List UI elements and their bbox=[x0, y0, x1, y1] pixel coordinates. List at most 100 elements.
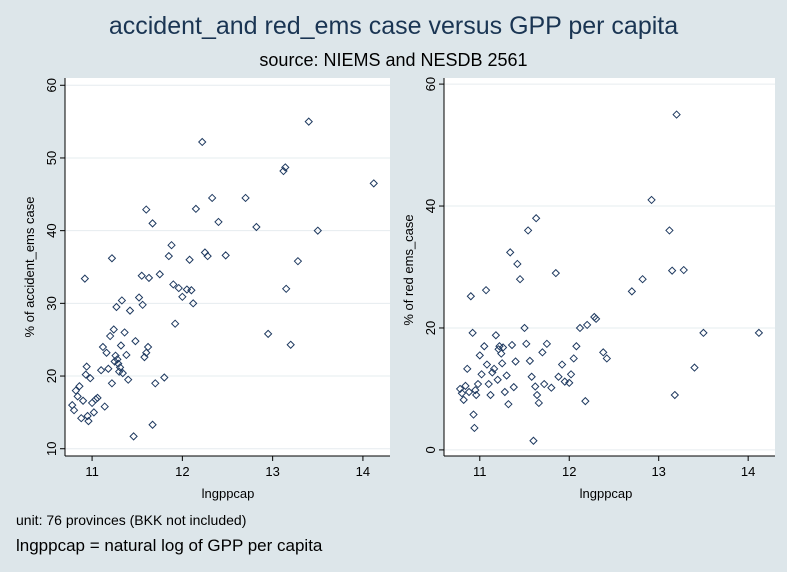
data-point bbox=[690, 363, 699, 372]
data-point bbox=[82, 362, 91, 371]
data-point bbox=[148, 219, 157, 228]
data-point bbox=[679, 265, 688, 275]
data-point bbox=[155, 270, 164, 279]
data-point bbox=[109, 325, 118, 334]
data-point bbox=[114, 359, 123, 368]
data-point bbox=[522, 339, 531, 349]
data-point bbox=[142, 205, 151, 214]
data-point bbox=[69, 405, 79, 415]
data-point bbox=[581, 396, 590, 406]
data-point bbox=[151, 379, 160, 388]
data-point bbox=[113, 355, 122, 364]
data-point bbox=[471, 385, 480, 395]
data-point bbox=[111, 351, 120, 360]
data-point bbox=[164, 251, 174, 261]
x-tick-label: 13 bbox=[265, 464, 279, 479]
data-point bbox=[484, 379, 493, 389]
data-point bbox=[575, 323, 585, 333]
chart-subtitle: source: NIEMS and NESDB 2561 bbox=[259, 50, 528, 70]
data-point bbox=[252, 222, 261, 232]
data-point bbox=[174, 283, 183, 293]
data-point bbox=[214, 217, 223, 227]
data-point bbox=[572, 342, 581, 351]
data-point bbox=[497, 359, 507, 368]
data-point bbox=[313, 226, 322, 235]
data-point bbox=[281, 284, 291, 294]
data-point bbox=[116, 341, 126, 350]
data-point bbox=[96, 366, 106, 375]
y-axis-label-right: % of red ems_case bbox=[401, 214, 416, 325]
data-point bbox=[160, 373, 169, 382]
data-point bbox=[599, 348, 608, 357]
data-point bbox=[529, 436, 538, 445]
data-point bbox=[491, 331, 501, 340]
grid-left bbox=[65, 84, 390, 450]
points-left bbox=[68, 117, 378, 441]
data-point bbox=[542, 339, 552, 349]
data-point bbox=[699, 328, 708, 338]
data-point bbox=[107, 379, 117, 388]
panel-red-ems: 0 20 40 60 11 12 13 14 lngppcap % of red ems_c… bbox=[401, 77, 775, 501]
data-point bbox=[461, 381, 470, 391]
y-tick-label: 60 bbox=[44, 78, 59, 92]
data-point bbox=[286, 340, 295, 349]
y-tick-label: 40 bbox=[44, 223, 59, 237]
y-tick-label: 30 bbox=[44, 296, 59, 310]
y-ticks-left: 10 20 30 40 50 60 bbox=[44, 78, 65, 456]
data-point bbox=[81, 370, 90, 379]
y-tick-label: 40 bbox=[423, 199, 438, 213]
data-point bbox=[672, 110, 681, 119]
data-point bbox=[482, 360, 492, 369]
data-point bbox=[489, 364, 499, 374]
data-point bbox=[89, 408, 99, 417]
data-point bbox=[477, 370, 486, 379]
data-point bbox=[511, 357, 520, 366]
data-point bbox=[98, 342, 108, 352]
data-point bbox=[137, 271, 146, 280]
grid-right bbox=[444, 83, 775, 451]
data-point bbox=[547, 383, 556, 392]
data-point bbox=[647, 195, 656, 205]
data-point bbox=[148, 420, 157, 429]
data-point bbox=[471, 390, 481, 400]
data-point bbox=[122, 350, 131, 360]
data-point bbox=[102, 348, 111, 357]
data-point bbox=[569, 354, 578, 363]
x-tick-label: 14 bbox=[356, 464, 370, 479]
data-point bbox=[464, 387, 474, 397]
data-point bbox=[107, 254, 117, 263]
data-point bbox=[497, 349, 506, 358]
data-point bbox=[144, 273, 154, 283]
data-point bbox=[502, 371, 511, 380]
y-tick-label: 20 bbox=[44, 369, 59, 383]
points-right bbox=[455, 110, 764, 445]
data-point bbox=[525, 356, 535, 366]
data-point bbox=[591, 314, 601, 324]
data-point bbox=[178, 292, 187, 302]
data-point bbox=[293, 256, 303, 266]
data-point bbox=[123, 375, 133, 384]
data-point bbox=[463, 364, 472, 374]
x-ticks-right: 11 12 13 14 bbox=[473, 456, 755, 479]
y-tick-label: 10 bbox=[44, 441, 59, 455]
data-point bbox=[91, 395, 100, 404]
data-point bbox=[468, 328, 477, 338]
data-point bbox=[457, 388, 467, 398]
data-point bbox=[459, 395, 468, 405]
data-point bbox=[138, 300, 147, 310]
data-point bbox=[515, 274, 525, 284]
data-point bbox=[475, 351, 484, 360]
data-point bbox=[565, 378, 574, 388]
definition-note: lngppcap = natural log of GPP per capita bbox=[16, 536, 323, 555]
data-point bbox=[498, 343, 508, 352]
data-point bbox=[73, 392, 82, 401]
x-tick-label: 13 bbox=[651, 464, 665, 479]
data-point bbox=[754, 328, 764, 338]
data-point bbox=[104, 364, 113, 373]
y-tick-label: 60 bbox=[423, 77, 438, 91]
data-point bbox=[115, 363, 125, 372]
data-point bbox=[83, 411, 92, 421]
data-point bbox=[539, 379, 549, 389]
data-point bbox=[602, 354, 612, 363]
